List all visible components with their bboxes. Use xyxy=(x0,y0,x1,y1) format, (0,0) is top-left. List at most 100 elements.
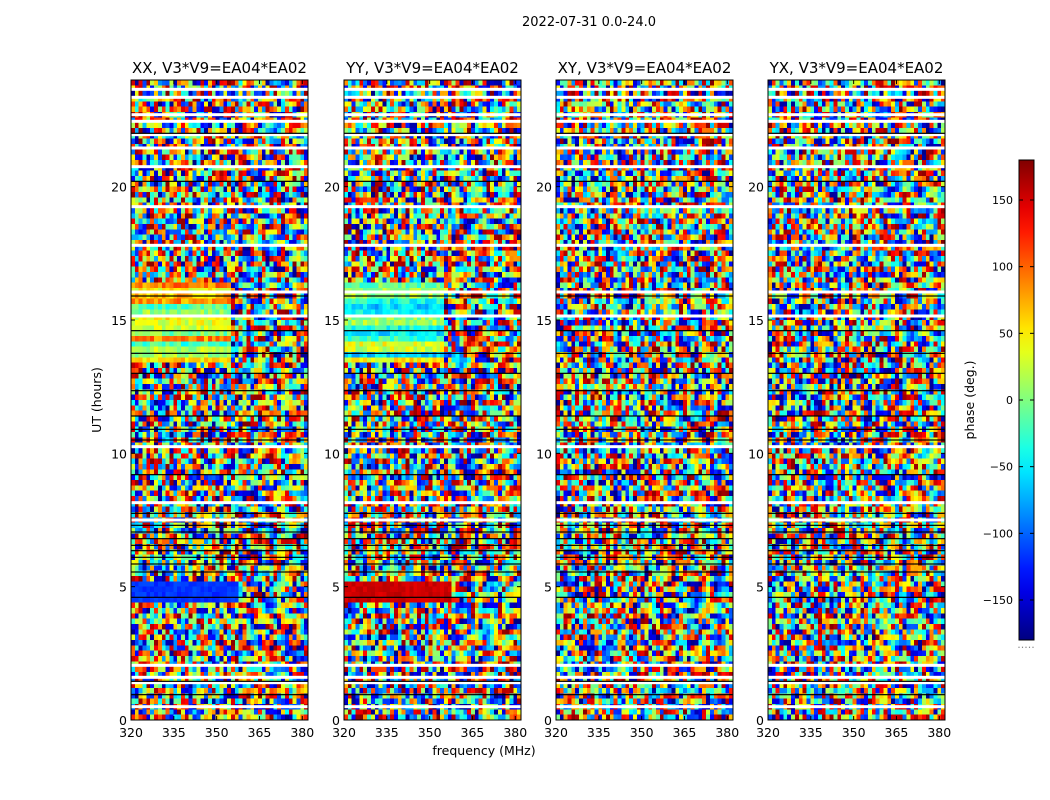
heatmap-cell xyxy=(192,469,197,476)
heatmap-cell xyxy=(181,320,186,326)
heatmap-cell xyxy=(281,528,286,534)
heatmap-cell xyxy=(150,186,155,193)
heatmap-cell xyxy=(273,357,278,364)
heatmap-cell xyxy=(296,197,301,204)
heatmap-cell xyxy=(192,229,197,236)
heatmap-cell xyxy=(154,389,159,396)
heatmap-cell xyxy=(246,197,251,204)
heatmap-cell xyxy=(250,208,255,214)
heatmap-cell xyxy=(150,512,155,518)
heatmap-cell xyxy=(200,224,205,230)
heatmap-cell xyxy=(238,197,243,204)
heatmap-cell xyxy=(192,501,197,508)
heatmap-cell xyxy=(138,458,143,465)
heatmap-cell xyxy=(254,128,259,134)
heatmap-cell xyxy=(207,549,213,556)
heatmap-cell xyxy=(146,256,151,262)
heatmap-cell xyxy=(157,378,163,385)
heatmap-cell xyxy=(138,416,143,422)
heatmap-cell xyxy=(150,474,155,481)
heatmap-cell xyxy=(142,320,147,326)
heatmap-cell xyxy=(261,629,267,636)
heatmap-cell xyxy=(288,336,294,342)
heatmap-cell xyxy=(281,373,286,380)
heatmap-cell xyxy=(188,266,193,273)
heatmap-cell xyxy=(238,261,243,268)
heatmap-cell xyxy=(184,592,190,598)
heatmap-cell xyxy=(142,421,147,428)
heatmap-cell xyxy=(284,208,290,214)
heatmap-cell xyxy=(288,229,294,236)
heatmap-cell xyxy=(131,224,136,230)
heatmap-cell xyxy=(157,485,163,492)
heatmap-cell xyxy=(257,640,263,646)
heatmap-cell xyxy=(211,186,217,193)
heatmap-cell xyxy=(277,592,282,598)
heatmap-cell xyxy=(269,352,274,358)
heatmap-cell xyxy=(150,581,155,588)
heatmap-cell xyxy=(161,320,167,326)
heatmap-cell xyxy=(219,346,224,353)
heatmap-cell xyxy=(204,208,209,214)
heatmap-cell xyxy=(254,613,259,620)
heatmap-cell xyxy=(146,528,151,534)
heatmap-cell xyxy=(196,165,201,172)
heatmap-cell xyxy=(146,352,151,358)
heatmap-cell xyxy=(165,373,170,380)
heatmap-cell xyxy=(157,346,163,353)
heatmap-cell xyxy=(261,528,267,534)
heatmap-cell xyxy=(131,597,136,604)
heatmap-cell xyxy=(211,512,217,518)
heatmap-cell xyxy=(254,618,259,625)
heatmap-cell xyxy=(142,261,147,268)
heatmap-cell xyxy=(300,208,305,214)
heatmap-cell xyxy=(184,490,190,497)
heatmap-cell xyxy=(242,122,247,129)
heatmap-cell xyxy=(157,341,163,348)
heatmap-cell xyxy=(304,128,309,134)
heatmap-cell xyxy=(250,261,255,268)
heatmap-cell xyxy=(219,490,224,497)
heatmap-cell xyxy=(154,570,159,577)
heatmap-cell xyxy=(288,570,294,577)
heatmap-cell xyxy=(284,346,290,353)
heatmap-cell xyxy=(134,629,140,636)
heatmap-cell xyxy=(200,416,205,422)
heatmap-cell xyxy=(150,618,155,625)
heatmap-cell xyxy=(146,213,151,220)
heatmap-cell xyxy=(242,570,247,577)
heatmap-cell xyxy=(146,474,151,481)
heatmap-cell xyxy=(192,640,197,646)
heatmap-cell xyxy=(200,608,205,614)
heatmap-cell xyxy=(288,208,294,214)
heatmap-cell xyxy=(304,224,309,230)
heatmap-cell xyxy=(211,336,217,342)
heatmap-cell xyxy=(242,277,247,284)
heatmap-cell xyxy=(257,533,263,540)
heatmap-cell xyxy=(173,538,178,545)
heatmap-cell xyxy=(296,394,301,401)
heatmap-cell xyxy=(131,170,136,177)
heatmap-cell xyxy=(284,645,290,652)
heatmap-cell xyxy=(269,186,274,193)
heatmap-cell xyxy=(277,474,282,481)
heatmap-cell xyxy=(207,165,213,172)
heatmap-cell xyxy=(281,581,286,588)
heatmap-cell xyxy=(300,234,305,241)
heatmap-cell xyxy=(277,90,282,97)
heatmap-cell xyxy=(207,346,213,353)
heatmap-cell xyxy=(246,266,251,273)
heatmap-cell xyxy=(215,634,220,641)
heatmap-cell xyxy=(250,277,255,284)
heatmap-cell xyxy=(181,352,186,358)
heatmap-cell xyxy=(304,245,309,252)
heatmap-cell xyxy=(204,341,209,348)
heatmap-cell xyxy=(246,298,251,305)
heatmap-cell xyxy=(215,533,220,540)
heatmap-cell xyxy=(165,213,170,220)
heatmap-cell xyxy=(288,245,294,252)
heatmap-cell xyxy=(204,309,209,316)
heatmap-cell xyxy=(131,656,136,662)
heatmap-cell xyxy=(242,138,247,145)
heatmap-cell xyxy=(150,368,155,374)
